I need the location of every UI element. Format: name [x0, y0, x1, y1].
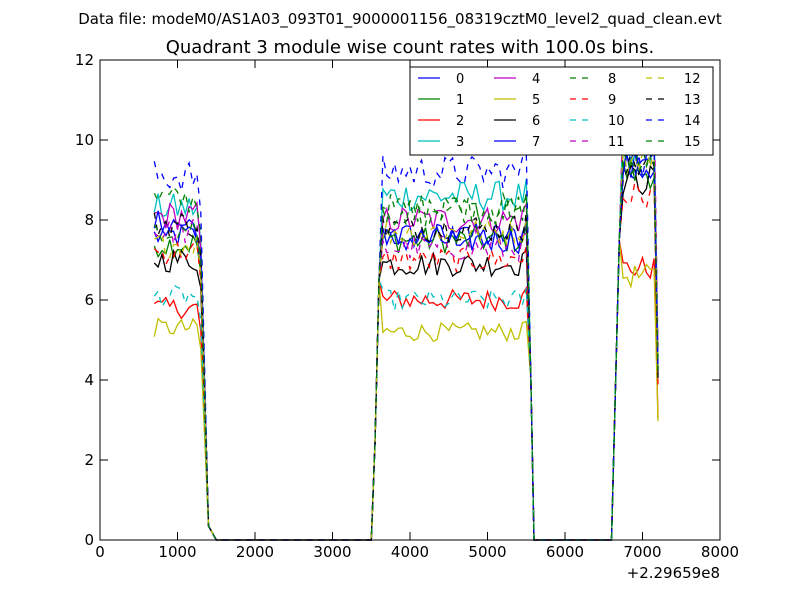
legend-label-11: 11: [608, 135, 625, 150]
legend-label-13: 13: [684, 93, 701, 108]
legend-label-7: 7: [532, 135, 540, 150]
legend-label-14: 14: [684, 114, 701, 129]
x-tick-label: 5000: [468, 543, 506, 561]
legend-label-6: 6: [532, 114, 540, 129]
x-tick-label: 6000: [546, 543, 584, 561]
legend-label-15: 15: [684, 135, 701, 150]
legend-label-5: 5: [532, 93, 540, 108]
series-line-15: [153, 150, 659, 541]
y-tick-label: 12: [75, 51, 94, 69]
legend-box: [409, 66, 714, 156]
x-tick-label: 7000: [623, 543, 661, 561]
y-tick-label: 4: [84, 371, 94, 389]
x-tick-label: 0: [95, 543, 105, 561]
y-tick-label: 2: [84, 451, 94, 469]
y-tick-label: 10: [75, 131, 94, 149]
figure-suptitle: Data file: modeM0/AS1A03_093T01_90000011…: [78, 10, 722, 29]
x-axis-offset-label: +2.29659e8: [627, 564, 720, 582]
legend-label-3: 3: [456, 135, 464, 150]
x-tick-label: 4000: [391, 543, 429, 561]
legend-label-12: 12: [684, 72, 701, 87]
legend-label-8: 8: [608, 72, 616, 87]
y-tick-label: 8: [84, 211, 94, 229]
y-tick-label: 6: [84, 291, 94, 309]
y-tick-label: 0: [84, 531, 94, 549]
x-tick-label: 3000: [313, 543, 351, 561]
x-tick-label: 1000: [158, 543, 196, 561]
legend-label-2: 2: [456, 114, 464, 129]
legend-label-9: 9: [608, 93, 616, 108]
x-tick-label: 2000: [236, 543, 274, 561]
legend-label-0: 0: [456, 72, 464, 87]
series-line-10: [153, 137, 659, 541]
chart-title: Quadrant 3 module wise count rates with …: [166, 37, 655, 58]
legend-label-10: 10: [608, 114, 625, 129]
legend-label-4: 4: [532, 72, 540, 87]
legend-label-1: 1: [456, 93, 464, 108]
x-tick-label: 8000: [701, 543, 739, 561]
axis-ticks: 0 1000 2000 3000 4000 5000 6000 7000 80000246810…: [75, 51, 739, 561]
